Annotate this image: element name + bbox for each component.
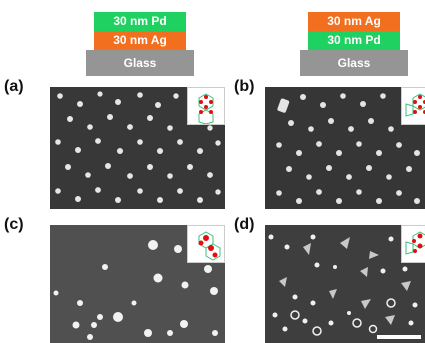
panel-label-a: (a) [4,78,24,95]
layer-stack-right: 30 nm Ag 30 nm Pd Glass [300,12,408,78]
ag-layer-left: 30 nm Ag [94,31,186,50]
glass-substrate-left: Glass [86,50,194,76]
sem-image-c [50,225,225,343]
sem-image-b [265,87,425,209]
glass-substrate-right: Glass [300,50,408,76]
hexagonal-lattice-inset-icon [401,225,425,263]
hexagonal-lattice-inset-icon [401,87,425,125]
sem-d-svg [265,225,425,343]
pd-layer-right: 30 nm Pd [308,31,400,50]
scale-bar [377,335,421,339]
panel-label-b: (b) [234,78,255,95]
ag-layer-right: 30 nm Ag [308,12,400,31]
sem-image-a [50,87,225,209]
sem-b-svg [265,87,425,209]
pd-layer-left: 30 nm Pd [94,12,186,31]
hexagonal-lattice-inset-icon [187,225,225,263]
sem-image-d [265,225,425,343]
layer-stack-left: 30 nm Pd 30 nm Ag Glass [86,12,194,78]
panel-label-d: (d) [234,216,255,233]
hexagonal-lattice-inset-icon [187,87,225,125]
panel-label-c: (c) [4,216,24,233]
